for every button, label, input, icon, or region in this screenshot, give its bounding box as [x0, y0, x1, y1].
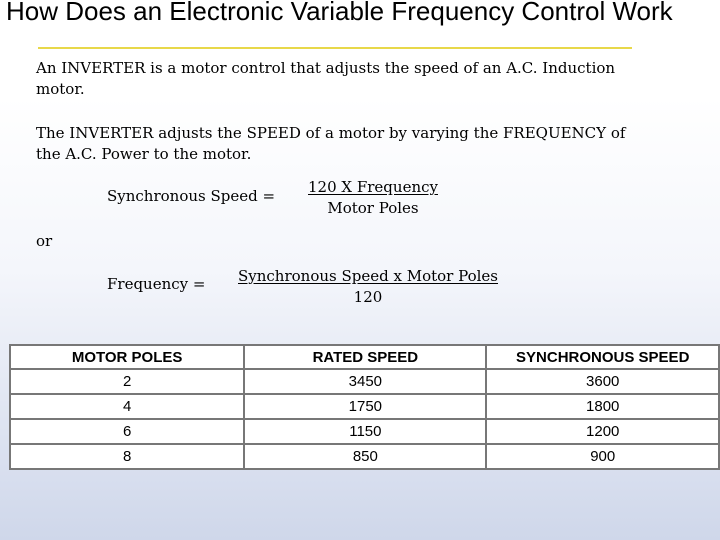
rated-speed-cell: 850 [243, 443, 488, 470]
synchronous-speed-cell: 1800 [485, 393, 720, 420]
synchronous-speed-cell: 1200 [485, 418, 720, 445]
frequency-fraction: Synchronous Speed x Motor Poles 120 [236, 266, 500, 308]
inverter-paragraph: The INVERTER adjusts the SPEED of a moto… [36, 124, 626, 163]
rated-speed-cell: 3450 [243, 368, 488, 395]
fraction-denominator: 120 [353, 288, 383, 306]
fraction-denominator: Motor Poles [327, 199, 419, 217]
motor-poles-cell: 6 [8, 418, 246, 445]
synchronous-speed-equation-label: Synchronous Speed = [107, 187, 276, 205]
table-row: 4 1750 1800 [8, 393, 720, 420]
or-separator: or [36, 232, 53, 250]
slide-title: How Does an Electronic Variable Frequenc… [6, 0, 673, 26]
intro-paragraph: An INVERTER is a motor control that adju… [36, 59, 616, 98]
rated-speed-cell: 1750 [243, 393, 488, 420]
motor-poles-cell: 8 [8, 443, 246, 470]
fraction-numerator: Synchronous Speed x Motor Poles [238, 267, 498, 285]
table-row: 8 850 900 [8, 443, 720, 470]
synchronous-speed-cell: 3600 [485, 368, 720, 395]
motor-speed-table: MOTOR POLES RATED SPEED SYNCHRONOUS SPEE… [8, 344, 720, 470]
table-row: 6 1150 1200 [8, 418, 720, 445]
title-underline [38, 47, 632, 49]
synchronous-speed-fraction: 120 X Frequency Motor Poles [300, 177, 446, 219]
column-header-synchronous-speed: SYNCHRONOUS SPEED [485, 344, 720, 370]
column-header-motor-poles: MOTOR POLES [8, 344, 246, 370]
table-row: 2 3450 3600 [8, 368, 720, 395]
table-header-row: MOTOR POLES RATED SPEED SYNCHRONOUS SPEE… [8, 344, 720, 370]
synchronous-speed-cell: 900 [485, 443, 720, 470]
motor-poles-cell: 4 [8, 393, 246, 420]
column-header-rated-speed: RATED SPEED [243, 344, 488, 370]
rated-speed-cell: 1150 [243, 418, 488, 445]
frequency-equation-label: Frequency = [107, 275, 206, 293]
motor-poles-cell: 2 [8, 368, 246, 395]
fraction-numerator: 120 X Frequency [308, 178, 438, 196]
